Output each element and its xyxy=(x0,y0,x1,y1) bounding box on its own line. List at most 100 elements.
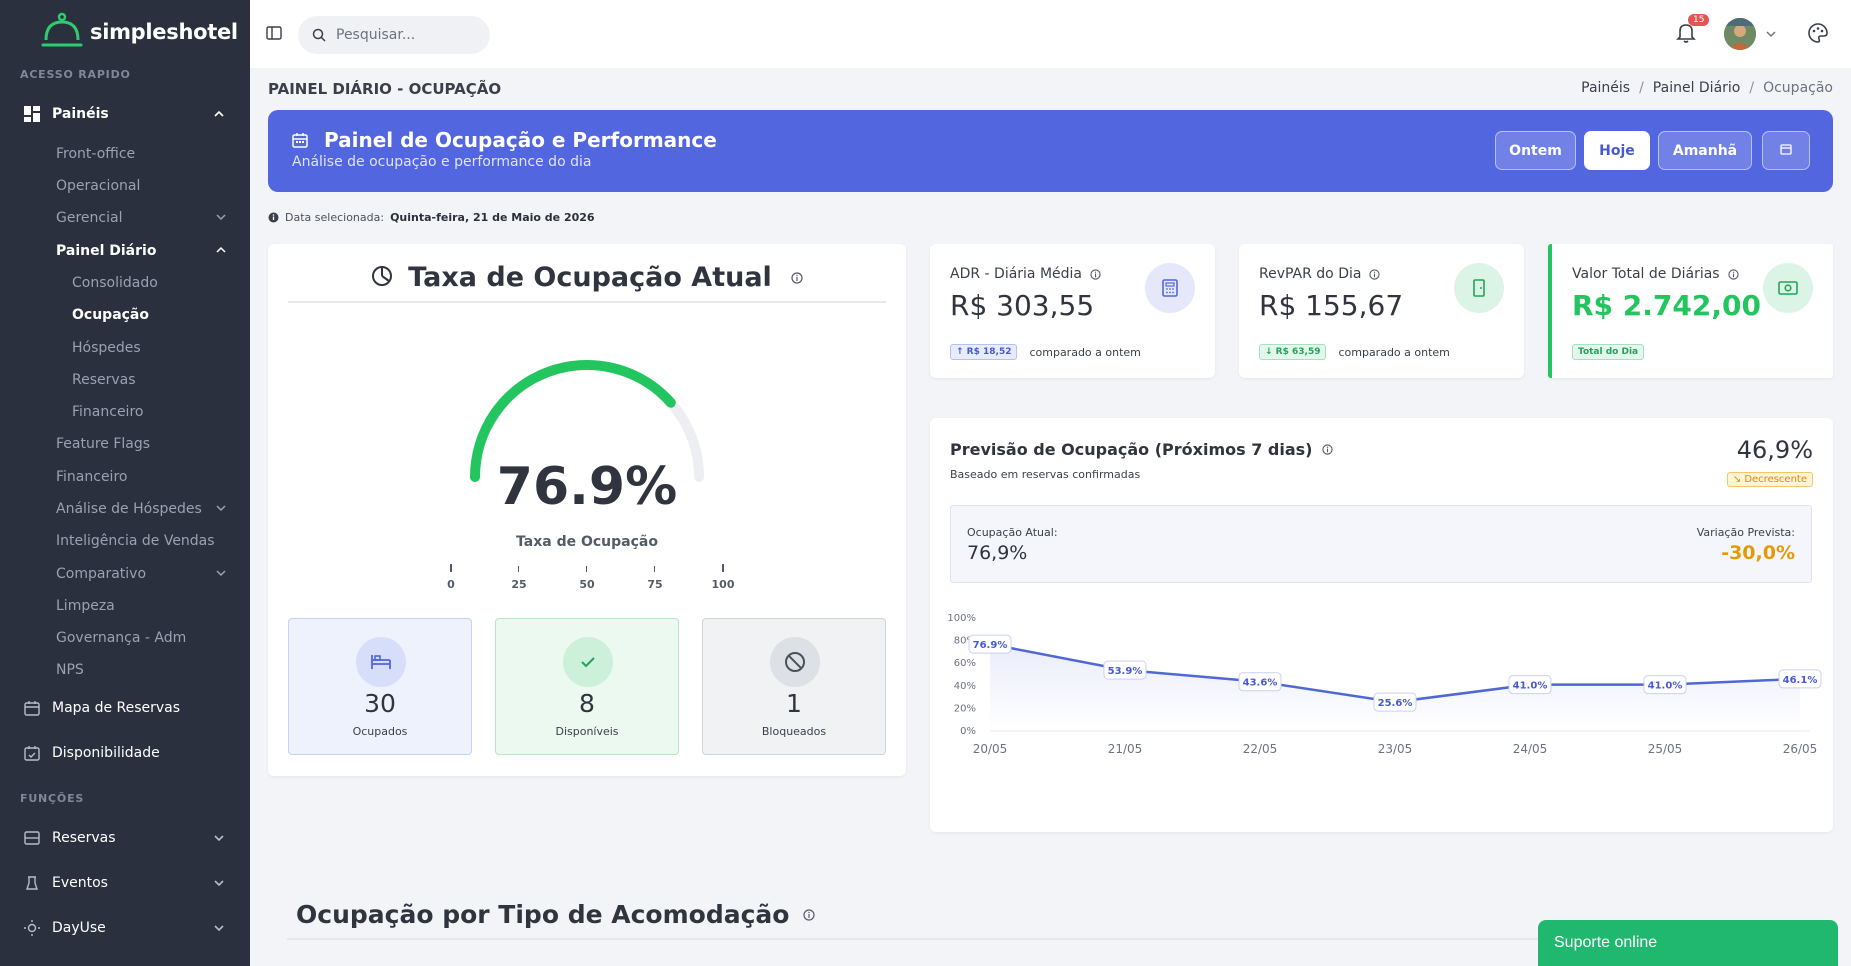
sidebar-item-painel-diario[interactable]: Painel Diário xyxy=(56,243,226,259)
avatar[interactable] xyxy=(1724,18,1756,50)
sidebar-item-reservas[interactable]: Reservas xyxy=(24,830,224,846)
sidebar-item-label: Reservas xyxy=(52,830,116,846)
adr-footer: ↑ R$ 18,52 comparado a ontem xyxy=(950,344,1141,360)
sidebar-item-governanca[interactable]: Governança - Adm xyxy=(56,630,187,646)
amanha-button[interactable]: Amanhã xyxy=(1658,131,1752,170)
bloqueados-icon-circle xyxy=(770,637,820,687)
sidebar-item-comparativo[interactable]: Comparativo xyxy=(56,566,226,582)
palette-icon[interactable] xyxy=(1808,23,1828,43)
occupancy-gauge xyxy=(470,360,704,482)
y-tick-label: 20% xyxy=(954,703,976,714)
sidebar-item-label: Disponibilidade xyxy=(52,745,160,761)
info-icon[interactable] xyxy=(1322,444,1334,455)
logo[interactable]: simpleshotel xyxy=(40,12,238,52)
notifications-button[interactable]: 15 xyxy=(1676,14,1710,46)
data-label: 41.0% xyxy=(1648,681,1683,692)
sidebar-item-dayuse[interactable]: DayUse xyxy=(24,920,224,936)
sidebar-item-financeiro[interactable]: Financeiro xyxy=(56,469,128,485)
chevron-down-icon xyxy=(216,505,226,512)
date-picker-button[interactable] xyxy=(1762,131,1810,170)
chevron-up-icon xyxy=(216,246,226,253)
sidebar-item-disponibilidade[interactable]: Disponibilidade xyxy=(24,745,224,761)
calendar-icon xyxy=(1780,143,1792,155)
data-label-box xyxy=(1238,672,1282,692)
forecast-card: Previsão de Ocupação (Próximos 7 dias) B… xyxy=(930,418,1833,832)
bloqueados-box: 1 Bloqueados xyxy=(702,618,886,755)
forecast-value: 46,9% xyxy=(1736,436,1813,464)
sidebar-item-front-office[interactable]: Front-office xyxy=(56,146,136,162)
y-tick-label: 40% xyxy=(954,681,976,692)
info-icon[interactable] xyxy=(803,908,816,921)
adr-label-row: ADR - Diária Média xyxy=(950,266,1101,282)
chevron-down-icon xyxy=(214,880,224,887)
info-icon[interactable] xyxy=(1369,268,1381,280)
data-label: 76.9% xyxy=(973,640,1008,651)
divider xyxy=(287,938,1833,940)
events-icon xyxy=(26,876,38,890)
ontem-button[interactable]: Ontem xyxy=(1495,131,1576,170)
pie-chart-icon xyxy=(371,266,392,286)
sidebar-item-nps[interactable]: NPS xyxy=(56,662,84,678)
revpar-label-row: RevPAR do Dia xyxy=(1259,266,1381,282)
sidebar-item-consolidado[interactable]: Consolidado xyxy=(72,275,158,291)
banner-title: Painel de Ocupação e Performance xyxy=(324,128,717,152)
sidebar-item-operacional[interactable]: Operacional xyxy=(56,178,141,194)
chevron-down-icon xyxy=(216,214,226,221)
occupancy-title-row: Taxa de Ocupação Atual xyxy=(268,262,906,293)
sidebar-item-limpeza[interactable]: Limpeza xyxy=(56,598,115,614)
data-label: 43.6% xyxy=(1243,678,1278,689)
door-icon xyxy=(1473,279,1485,297)
revpar-compare: comparado a ontem xyxy=(1338,345,1450,359)
occupancy-title: Taxa de Ocupação Atual xyxy=(408,262,772,293)
data-label: 41.0% xyxy=(1513,681,1548,692)
adr-label: ADR - Diária Média xyxy=(950,266,1083,282)
hoje-button[interactable]: Hoje xyxy=(1584,131,1650,170)
search-box[interactable] xyxy=(298,16,490,54)
sidebar-item-ocupacao[interactable]: Ocupação xyxy=(72,307,149,323)
revpar-label: RevPAR do Dia xyxy=(1259,266,1362,282)
dashboard-icon xyxy=(24,106,40,122)
predicted-variation-label: Variação Prevista: xyxy=(1696,526,1795,539)
sidebar-item-analise-hospedes[interactable]: Análise de Hóspedes xyxy=(56,501,226,517)
sidebar-item-reservas-sub[interactable]: Reservas xyxy=(72,372,136,388)
notification-count-badge: 15 xyxy=(1688,14,1710,26)
x-tick-label: 22/05 xyxy=(1243,742,1278,756)
data-label-box xyxy=(1778,669,1822,689)
sidebar-item-financeiro-sub[interactable]: Financeiro xyxy=(72,404,144,420)
section-title-row: Ocupação por Tipo de Acomodação xyxy=(296,900,816,929)
y-tick-label: 0% xyxy=(960,726,976,737)
x-tick-label: 23/05 xyxy=(1378,742,1413,756)
support-online-button[interactable]: Suporte online xyxy=(1538,920,1838,966)
sidebar-item-inteligencia-vendas[interactable]: Inteligência de Vendas xyxy=(56,533,215,549)
sidebar-toggle-icon[interactable] xyxy=(266,26,282,40)
ban-icon xyxy=(785,652,805,672)
forecast-title-row: Previsão de Ocupação (Próximos 7 dias) xyxy=(950,440,1334,459)
sidebar-item-eventos[interactable]: Eventos xyxy=(24,875,224,891)
breadcrumb-item[interactable]: Painel Diário xyxy=(1652,80,1741,96)
gauge-tick: 100 xyxy=(703,564,743,591)
topbar: 15 xyxy=(250,0,1851,68)
series-area xyxy=(990,644,1800,731)
info-icon[interactable] xyxy=(1090,268,1101,280)
search-input[interactable] xyxy=(336,27,476,43)
sidebar-item-mapa-reservas[interactable]: Mapa de Reservas xyxy=(24,700,224,716)
data-label-box xyxy=(1508,675,1552,695)
breadcrumb-item[interactable]: Painéis xyxy=(1581,80,1631,96)
sidebar-item-paineis[interactable]: Painéis xyxy=(24,106,224,122)
forecast-subtitle: Baseado em reservas confirmadas xyxy=(950,468,1141,481)
sidebar-item-hospedes[interactable]: Hóspedes xyxy=(72,340,141,356)
breadcrumb: Painéis / Painel Diário / Ocupação xyxy=(1581,80,1833,96)
reservations-icon xyxy=(24,831,40,845)
chevron-down-icon xyxy=(216,570,226,577)
x-tick-label: 25/05 xyxy=(1648,742,1683,756)
info-icon[interactable] xyxy=(791,272,803,284)
chevron-down-icon xyxy=(214,835,224,842)
x-tick-label: 26/05 xyxy=(1783,742,1818,756)
info-icon[interactable] xyxy=(1727,268,1739,280)
sidebar-item-feature-flags[interactable]: Feature Flags xyxy=(56,436,151,452)
sidebar-item-gerencial[interactable]: Gerencial xyxy=(56,210,226,226)
calculator-icon xyxy=(1162,279,1178,297)
total-footer: Total do Dia xyxy=(1572,344,1645,360)
chevron-down-icon[interactable] xyxy=(1766,30,1776,38)
functions-label: FUNÇÕES xyxy=(20,792,85,805)
